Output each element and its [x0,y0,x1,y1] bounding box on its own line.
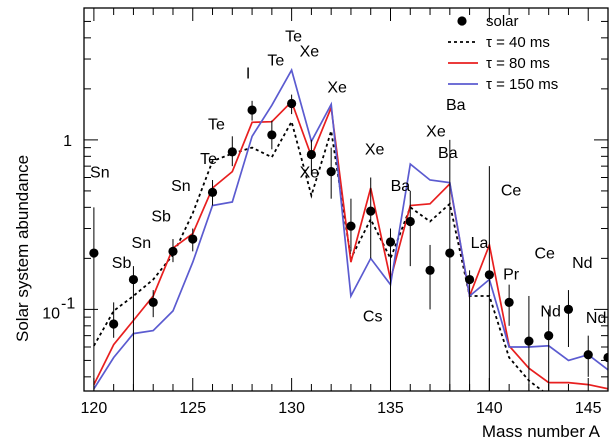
data-point [484,270,494,280]
data-point [405,216,415,227]
element-label: Ce [534,245,555,262]
element-label: Xe [327,80,347,97]
element-label: Ce [501,182,522,199]
element-label: Ba [438,145,458,162]
element-label: Te [200,151,217,168]
legend-label-0: solar [486,13,519,30]
data-point [366,206,376,216]
data-point [247,105,257,115]
x-tick-label: 130 [278,400,305,417]
element-label: Te [208,117,225,134]
element-label: Sn [90,164,110,181]
element-annotations: SnSbSnSbSnTeTeITeTeXeXeXeXeBaCsXeBaBaLaC… [90,29,606,327]
legend-marker-0 [457,16,467,26]
legend-label-3: τ = 150 ms [486,76,558,93]
data-point [287,98,297,109]
data-point [168,246,178,256]
element-label: Sb [151,209,171,226]
data-point [563,304,574,314]
series-line-3 [93,67,608,390]
y-tick-exponent: -1 [61,295,75,312]
data-point [267,130,277,140]
element-label: Sn [171,178,191,195]
y-tick-label: 1 [63,133,72,150]
element-label: Nd [586,310,606,327]
data-point [346,221,356,231]
data-point [583,350,593,360]
x-tick-label: 145 [575,400,602,417]
data-layer [89,67,608,391]
data-point [524,336,534,346]
data-point [504,297,514,307]
plot-frame [83,7,609,392]
element-label: Te [267,52,284,69]
element-label: Xe [300,44,320,61]
data-point [128,274,139,285]
plot-area [89,67,608,391]
y-tick-label: 10 [42,305,60,322]
data-point [603,352,608,363]
data-point [188,234,198,244]
legend-label-2: τ = 80 ms [486,55,550,72]
element-label: Xe [300,164,320,181]
data-point [385,237,396,247]
element-label: Sn [132,235,152,252]
x-tick-label: 120 [81,400,108,417]
data-point [109,319,119,329]
data-point [89,248,99,258]
legend: solar τ = 40 ms τ = 80 ms τ = 150 ms [448,13,558,93]
data-point [306,149,316,160]
element-label: Te [285,29,302,46]
element-label: La [471,235,489,252]
element-label: Pr [503,267,520,284]
element-label: Cs [363,308,383,325]
data-point [464,274,475,285]
data-point [148,297,158,307]
data-point [544,331,554,341]
x-tick-label: 140 [476,400,503,417]
y-axis-title: Solar system abundance [13,155,32,342]
series-line-2 [93,100,608,390]
x-tick-label: 135 [377,400,404,417]
data-point [445,248,455,258]
element-label: Nd [540,303,560,320]
element-label: Ba [446,97,466,114]
data-point [207,187,218,198]
element-label: Xe [365,142,385,159]
axes-layer: 120 125 130 135 140 145 10-1 1 [42,7,609,417]
element-label: I [246,66,250,83]
x-axis-title: Mass number A [482,422,601,441]
data-point [227,147,237,157]
element-label: Ba [391,178,411,195]
data-point [326,167,336,177]
element-label: Xe [426,123,446,140]
x-tick-label: 125 [179,400,206,417]
element-label: Nd [572,255,592,272]
element-label: Sb [112,255,132,272]
legend-label-1: τ = 40 ms [486,34,550,51]
data-point [425,265,435,275]
